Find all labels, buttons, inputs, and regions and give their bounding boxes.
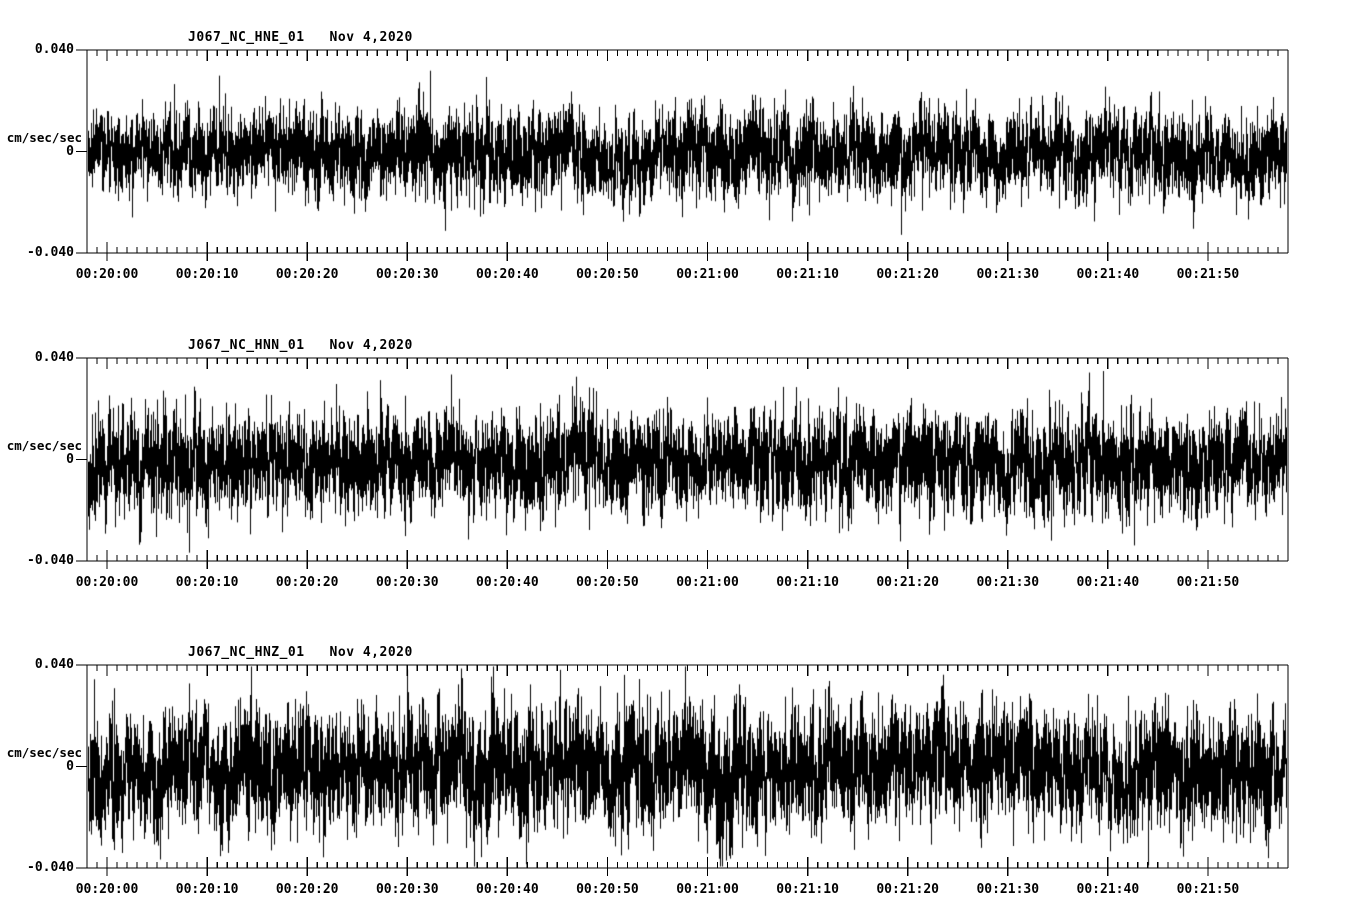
- y-tick-label-hne-1: 0: [66, 143, 74, 159]
- x-tick-label-hne-0: 00:20:00: [75, 267, 139, 282]
- x-tick-label-hnn-1: 00:20:10: [175, 575, 239, 590]
- x-tick-label-hnz-4: 00:20:40: [476, 882, 539, 897]
- x-tick-label-hnn-9: 00:21:30: [976, 575, 1040, 590]
- x-tick-label-hne-11: 00:21:50: [1176, 267, 1240, 282]
- x-tick-label-hnn-2: 00:20:20: [275, 575, 339, 590]
- x-tick-label-hnz-7: 00:21:10: [776, 882, 839, 897]
- x-tick-label-hnn-6: 00:21:00: [676, 575, 739, 590]
- x-tick-label-hne-9: 00:21:30: [976, 267, 1040, 282]
- x-tick-label-hne-10: 00:21:40: [1076, 267, 1140, 282]
- x-tick-label-hnn-0: 00:20:00: [75, 575, 139, 590]
- x-tick-label-hne-2: 00:20:20: [275, 267, 339, 282]
- y-tick-label-hnz-0: 0.040: [34, 657, 74, 672]
- x-tick-label-hnz-1: 00:20:10: [175, 882, 239, 897]
- y-tick-label-hnz-1: 0: [66, 758, 74, 774]
- x-tick-label-hnz-11: 00:21:50: [1176, 882, 1240, 897]
- x-tick-label-hne-5: 00:20:50: [576, 267, 639, 282]
- panel-title-hnz: J067_NC_HNZ_01 Nov 4,2020: [188, 645, 413, 660]
- y-tick-label-hne-0: 0.040: [34, 42, 74, 57]
- x-tick-label-hnz-5: 00:20:50: [576, 882, 639, 897]
- panel-title-hne: J067_NC_HNE_01 Nov 4,2020: [188, 30, 413, 45]
- x-tick-label-hne-8: 00:21:20: [876, 267, 939, 282]
- x-tick-label-hnz-10: 00:21:40: [1076, 882, 1140, 897]
- y-tick-label-hnz-2: -0.040: [27, 860, 74, 875]
- x-tick-label-hnz-9: 00:21:30: [976, 882, 1040, 897]
- y-tick-label-hnn-1: 0: [66, 451, 74, 467]
- x-tick-label-hnz-8: 00:21:20: [876, 882, 939, 897]
- y-axis-unit-hnz: cm/sec/sec: [6, 744, 82, 760]
- x-tick-label-hnz-2: 00:20:20: [275, 882, 339, 897]
- x-tick-label-hnn-7: 00:21:10: [776, 575, 839, 590]
- y-axis-unit-hnn: cm/sec/sec: [6, 437, 82, 453]
- x-tick-label-hne-6: 00:21:00: [676, 267, 739, 282]
- x-tick-label-hnn-8: 00:21:20: [876, 575, 939, 590]
- x-tick-label-hnz-3: 00:20:30: [375, 882, 439, 897]
- waveform-trace-hnz: [88, 666, 1287, 867]
- panel-title-hnn: J067_NC_HNN_01 Nov 4,2020: [188, 338, 413, 353]
- x-tick-label-hnz-6: 00:21:00: [676, 882, 739, 897]
- x-tick-label-hnz-0: 00:20:00: [75, 882, 139, 897]
- x-tick-label-hnn-10: 00:21:40: [1076, 575, 1140, 590]
- x-tick-label-hne-7: 00:21:10: [776, 267, 839, 282]
- waveform-trace-hne: [88, 51, 1287, 252]
- x-tick-label-hnn-3: 00:20:30: [375, 575, 439, 590]
- waveform-trace-hnn: [88, 359, 1287, 560]
- y-tick-label-hne-2: -0.040: [27, 245, 74, 260]
- y-tick-label-hnn-0: 0.040: [34, 350, 74, 365]
- x-tick-label-hnn-4: 00:20:40: [476, 575, 539, 590]
- y-axis-unit-hne: cm/sec/sec: [6, 129, 82, 145]
- x-tick-label-hne-3: 00:20:30: [375, 267, 439, 282]
- x-tick-label-hnn-5: 00:20:50: [576, 575, 639, 590]
- x-tick-label-hnn-11: 00:21:50: [1176, 575, 1240, 590]
- x-tick-label-hne-1: 00:20:10: [175, 267, 239, 282]
- x-tick-label-hne-4: 00:20:40: [476, 267, 539, 282]
- y-tick-label-hnn-2: -0.040: [27, 553, 74, 568]
